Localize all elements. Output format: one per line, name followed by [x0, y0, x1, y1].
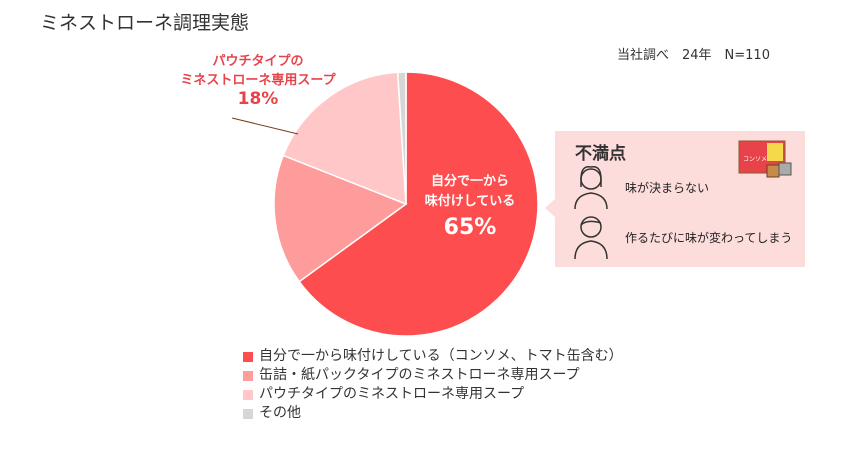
woman-icon [574, 166, 608, 210]
main-label-line2: 味付けしている [424, 194, 516, 209]
legend-label: 缶詰・紙パックタイプのミネストローネ専用スープ [259, 367, 580, 383]
pie-slice [273, 154, 408, 283]
pouch-callout: パウチタイプの ミネストローネ専用スープ 18% [178, 52, 338, 109]
legend-swatch [243, 351, 253, 362]
pie-slice [396, 71, 407, 205]
legend-item: 缶詰・紙パックタイプのミネストローネ専用スープ [243, 366, 623, 385]
consomme-box-icon: コンソメ [738, 140, 792, 178]
legend-label: その他 [259, 405, 301, 421]
legend: 自分で一から味付けしている（コンソメ、トマト缶含む） 缶詰・紙パックタイプのミネ… [243, 347, 623, 423]
man-icon [574, 216, 608, 260]
pouch-label-line1: パウチタイプの [212, 54, 304, 69]
pouch-label-line2: ミネストローネ専用スープ [180, 73, 336, 88]
main-label-line1: 自分で一から [430, 174, 509, 189]
complaints-title: 不満点 [575, 144, 626, 164]
product-label: コンソメ [743, 156, 767, 163]
complaint-item: 作るたびに味が変わってしまう [625, 231, 793, 245]
pie-slice [298, 71, 539, 337]
callout-leader-line [231, 117, 299, 135]
pouch-label-pct: 18% [237, 89, 279, 109]
main-label-pct: 65% [443, 215, 497, 240]
legend-label: 自分で一から味付けしている（コンソメ、トマト缶含む） [259, 348, 623, 364]
legend-label: パウチタイプのミネストローネ専用スープ [259, 386, 525, 402]
survey-source: 当社調べ 24年 N=110 [617, 48, 770, 63]
legend-swatch [243, 370, 253, 381]
complaints-box: 不満点 コンソメ 味が決まらない 作るたびに味が変わってしまう [545, 131, 805, 267]
complaint-item: 味が決まらない [625, 181, 710, 195]
legend-swatch [243, 408, 253, 419]
legend-swatch [243, 389, 253, 400]
legend-item: パウチタイプのミネストローネ専用スープ [243, 385, 623, 404]
legend-item: 自分で一から味付けしている（コンソメ、トマト缶含む） [243, 347, 623, 366]
page-title: ミネストローネ調理実態 [40, 12, 250, 34]
main-slice-label: 自分で一から 味付けしている 65% [395, 172, 545, 244]
legend-item: その他 [243, 404, 623, 423]
pie-slice [282, 71, 407, 206]
